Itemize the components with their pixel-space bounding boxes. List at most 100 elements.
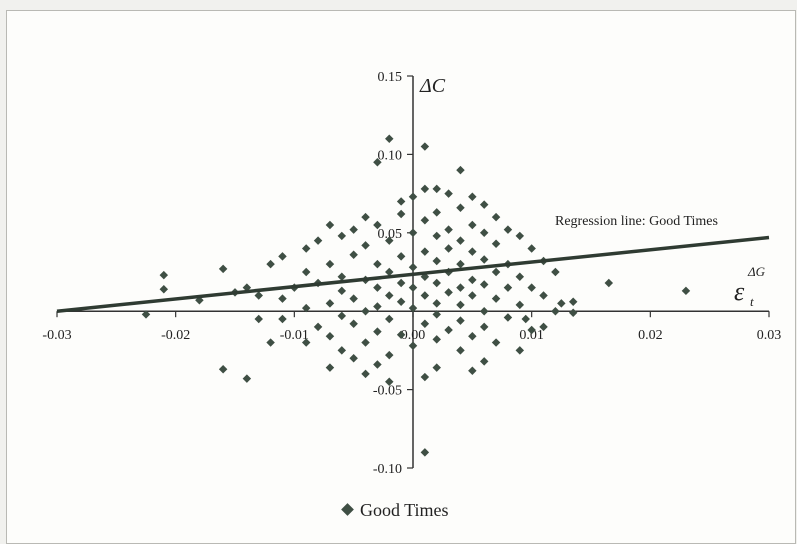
data-point	[254, 314, 263, 324]
data-point	[432, 256, 441, 266]
data-point	[385, 291, 394, 300]
data-point	[456, 346, 465, 355]
data-point	[385, 134, 394, 143]
data-point	[479, 255, 489, 264]
data-point	[218, 264, 228, 274]
x-axis-title: ε t ΔG	[734, 264, 766, 309]
y-tick-label: 0.10	[378, 148, 403, 163]
data-point	[266, 259, 275, 269]
x-axis-title-sub: t	[750, 294, 754, 309]
data-point	[396, 209, 406, 219]
data-point	[491, 294, 501, 303]
data-point	[456, 283, 465, 292]
data-point	[568, 297, 578, 307]
y-tick-label: 0.05	[378, 227, 403, 242]
data-point	[479, 200, 489, 209]
data-point	[468, 332, 477, 341]
data-point	[254, 291, 263, 300]
data-point	[503, 313, 513, 322]
data-point	[515, 346, 525, 355]
data-point	[349, 250, 358, 259]
data-point	[373, 302, 382, 311]
regression-annotation: Regression line: Good Times	[555, 214, 718, 229]
data-point	[373, 283, 382, 292]
data-point	[491, 239, 501, 249]
data-point	[420, 216, 430, 225]
data-point	[515, 300, 525, 310]
data-point	[503, 225, 513, 234]
data-point	[396, 330, 406, 339]
data-point	[349, 319, 358, 328]
data-point	[325, 363, 335, 372]
data-point	[527, 283, 536, 292]
data-point	[337, 311, 347, 321]
data-point	[515, 231, 525, 241]
data-point	[432, 299, 441, 308]
data-point	[604, 278, 614, 288]
data-point	[551, 267, 560, 277]
data-point	[361, 306, 370, 316]
data-point	[337, 231, 347, 241]
data-point	[408, 341, 418, 350]
x-tick-label: 0.00	[401, 328, 426, 343]
data-point	[539, 291, 548, 300]
data-point	[468, 192, 477, 201]
data-point	[468, 366, 477, 376]
data-point	[373, 360, 382, 369]
data-point	[432, 363, 441, 372]
data-point	[396, 297, 406, 307]
legend-label: Good Times	[360, 500, 449, 520]
data-point	[432, 231, 441, 241]
data-point	[373, 327, 382, 336]
data-point	[361, 212, 370, 222]
y-tick-label: 0.15	[378, 70, 403, 85]
data-point	[420, 291, 430, 300]
data-point	[325, 332, 335, 341]
data-point	[408, 192, 418, 201]
data-point	[468, 291, 477, 300]
data-point	[444, 288, 453, 297]
data-point	[551, 306, 560, 316]
data-point	[491, 212, 501, 222]
data-point	[479, 322, 489, 332]
data-point	[539, 322, 548, 332]
legend-marker	[341, 503, 354, 516]
data-point	[141, 310, 151, 319]
data-point	[420, 319, 430, 328]
data-point	[408, 283, 418, 292]
data-point	[468, 275, 477, 285]
x-axis-title-main: ε	[734, 277, 745, 306]
data-point	[568, 308, 578, 318]
data-point	[278, 252, 287, 261]
data-point	[408, 303, 418, 313]
data-point	[313, 236, 323, 245]
data-point	[361, 338, 370, 347]
data-point	[491, 267, 501, 277]
data-point	[444, 244, 453, 253]
data-point	[456, 165, 465, 175]
data-point	[503, 283, 513, 292]
data-point	[420, 142, 430, 151]
regression-line	[56, 235, 770, 313]
data-point	[385, 314, 394, 324]
data-point	[373, 157, 382, 167]
data-point	[491, 338, 501, 347]
data-point	[266, 338, 275, 347]
data-point	[479, 228, 489, 238]
x-tick-label: -0.01	[280, 328, 309, 343]
data-point	[313, 322, 323, 332]
data-point	[420, 184, 430, 194]
data-point	[218, 364, 228, 374]
y-axis-title: ΔC	[419, 75, 446, 97]
data-point	[242, 374, 252, 383]
data-point	[396, 252, 406, 261]
data-point	[456, 316, 465, 325]
data-point	[456, 236, 465, 245]
data-point	[349, 225, 358, 234]
data-point	[432, 278, 441, 288]
data-point	[432, 184, 441, 194]
x-axis-title-sup: ΔG	[747, 264, 766, 279]
data-point	[337, 286, 347, 296]
x-tick-label: 0.03	[757, 328, 782, 343]
